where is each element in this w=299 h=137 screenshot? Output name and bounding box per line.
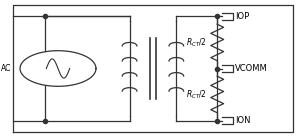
Text: $R_{CT}$/2: $R_{CT}$/2 xyxy=(186,88,207,101)
Text: IOP: IOP xyxy=(235,12,249,21)
Text: VCOMM: VCOMM xyxy=(235,64,268,73)
Text: AC: AC xyxy=(1,64,11,73)
Text: $R_{CT}$/2: $R_{CT}$/2 xyxy=(186,36,207,49)
Text: ION: ION xyxy=(235,116,251,125)
